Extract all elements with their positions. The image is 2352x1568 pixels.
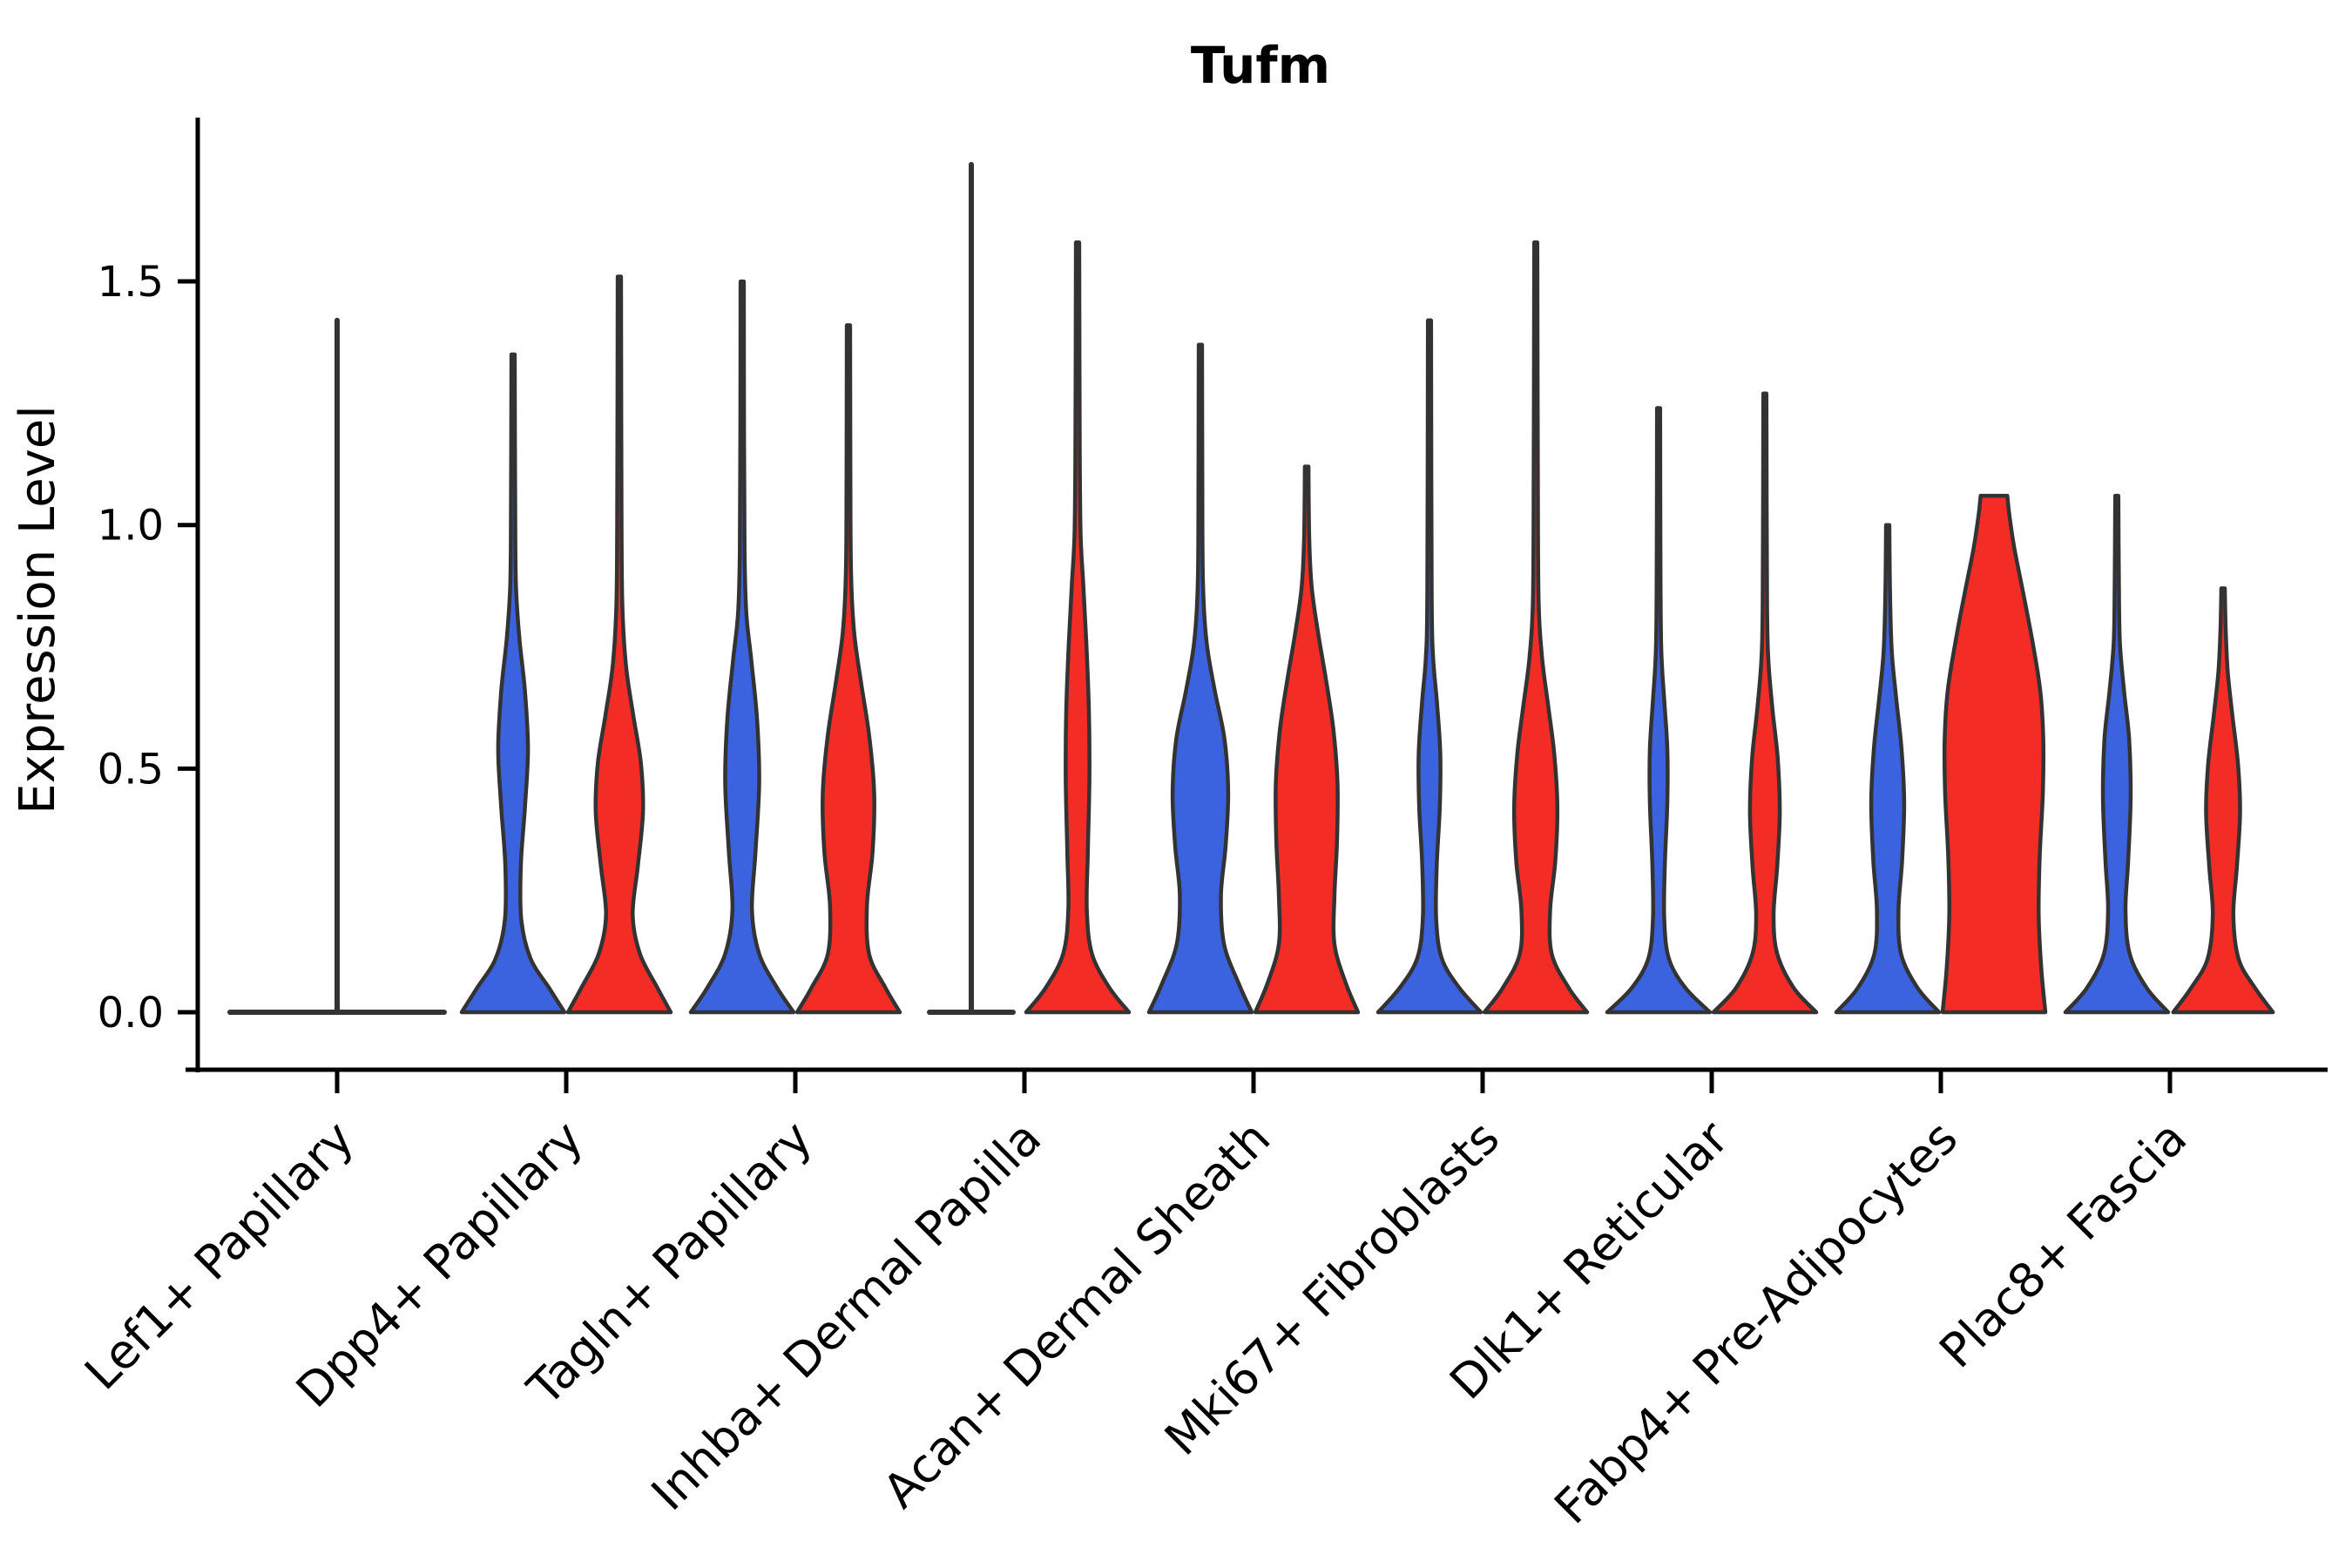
violin-red: [1940, 493, 2048, 1015]
y-tick-label: 0.5: [98, 745, 164, 794]
y-tick-label: 0.0: [98, 989, 164, 1037]
violin-red: [2171, 586, 2275, 1015]
x-tick-label: Inhba+ Dermal Papilla: [641, 1111, 1051, 1521]
axes: [178, 118, 2328, 1093]
y-tick-label: 1.5: [98, 258, 164, 307]
violin-blue: [1834, 523, 1942, 1015]
violin-blue: [1605, 406, 1713, 1015]
violin-blue: [1146, 342, 1254, 1015]
violin-red: [1253, 464, 1361, 1015]
chart-title: Tufm: [1191, 36, 1330, 95]
x-tick-label: Fabp4+ Pre-Adipocytes: [1544, 1111, 1968, 1535]
violin-red: [1711, 391, 1819, 1015]
violin-blue: [688, 279, 796, 1015]
x-tick-label: Acan+ Dermal Sheath: [873, 1111, 1281, 1518]
y-tick-label: 1.0: [98, 502, 164, 551]
violin-red: [565, 274, 673, 1015]
violin-blue: [2063, 493, 2171, 1015]
violin-blue: [1375, 318, 1484, 1015]
x-tick-label: Plac8+ Fascia: [1929, 1111, 2197, 1379]
violin-red: [794, 323, 902, 1015]
violin-red: [1482, 240, 1590, 1015]
violin-blue: [459, 352, 567, 1015]
y-axis-label: Expression Level: [10, 405, 66, 814]
violin-red: [1024, 240, 1132, 1015]
violins-layer: [227, 161, 2275, 1015]
